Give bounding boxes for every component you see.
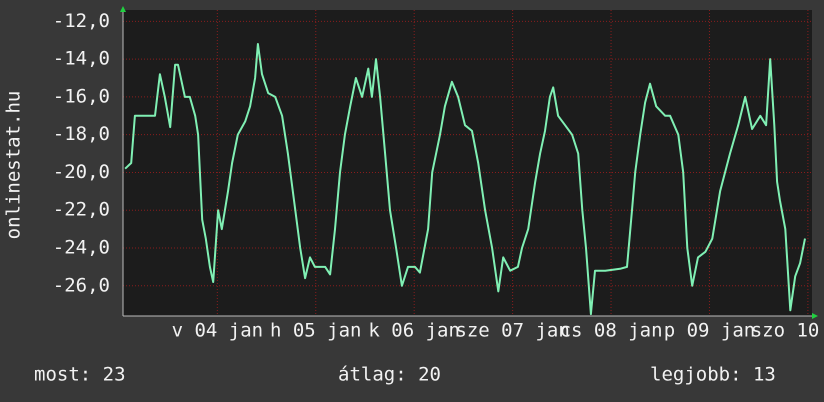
- x-tick-label: p 09 jan: [664, 320, 756, 342]
- y-tick-label: -18,0: [53, 123, 110, 145]
- stat-current: most: 23: [34, 364, 126, 386]
- stat-best: legjobb: 13: [650, 364, 776, 386]
- y-axis-label: onlinestat.hu: [3, 91, 25, 240]
- marks: [124, 43, 806, 316]
- y-tick-label: -14,0: [53, 48, 110, 70]
- x-tick-label: szo 10 jan: [751, 320, 824, 342]
- y-tick-label: -20,0: [53, 161, 110, 183]
- y-tick-label: -24,0: [53, 237, 110, 259]
- plot-area: [123, 10, 812, 316]
- labels: -12,0 -14,0 -16,0 -18,0 -20,0 -22,0 -24,0 -26,0…: [53, 10, 824, 342]
- x-tick-label: h 05 jan: [270, 320, 362, 342]
- y-tick-label: -22,0: [53, 199, 110, 221]
- x-tick-label: cs 08 jan: [560, 320, 663, 342]
- y-arrow: [120, 6, 126, 12]
- x-arrow: [812, 313, 818, 319]
- y-tick-label: -26,0: [53, 274, 110, 296]
- x-tick-label: v 04 jan: [172, 320, 264, 342]
- y-tick-label: -16,0: [53, 85, 110, 107]
- x-tick-label: k 06 jan: [368, 320, 460, 342]
- data-line: [124, 43, 806, 316]
- y-tick-label: -12,0: [53, 10, 110, 32]
- stat-average: átlag: 20: [338, 364, 441, 386]
- x-tick-label: sze 07 jan: [455, 320, 569, 342]
